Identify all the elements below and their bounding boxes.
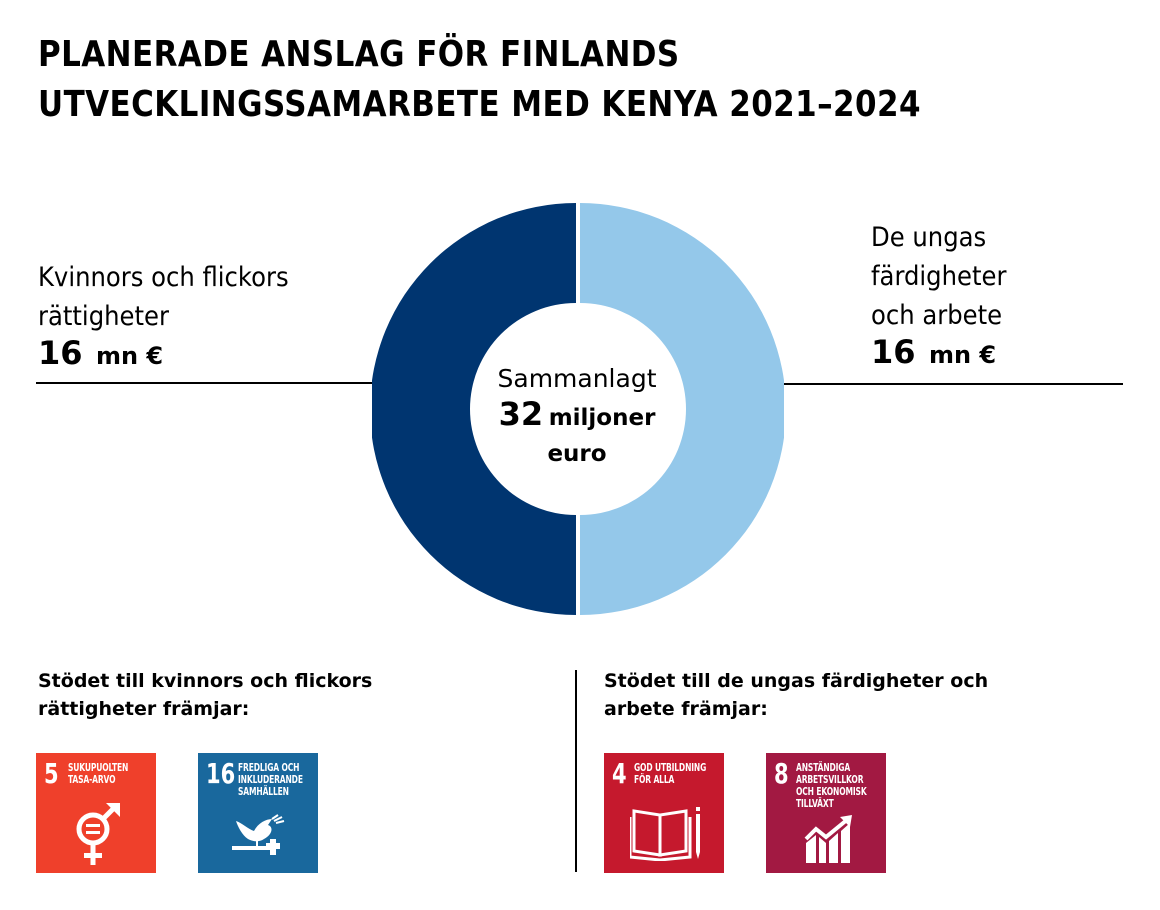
segment-label-youth-skills: De ungas färdigheter och arbete 16 mn € [871,218,1131,375]
segment-amount-unit: mn € [928,341,997,369]
sdg-text: GOD UTBILDNING FÖR ALLA [634,762,707,786]
segment-amount-number: 16 [38,334,83,372]
donut-segment-youth-skills [580,203,784,615]
gender-equality-icon [76,803,120,865]
leader-line-right [752,383,1123,385]
segment-amount-number: 16 [871,333,916,371]
support-heading-youth-skills: Stödet till de ungas färdigheter och arb… [604,667,1084,723]
support-heading-womens-rights: Stödet till kvinnors och flickors rättig… [38,667,518,723]
segment-amount-unit: mn € [95,342,164,370]
center-total: 32 miljoner [472,396,682,438]
sdg-tile-8: 8 ANSTÄNDIGA ARBETSVILLKOR OCH EKONOMISK… [766,753,886,873]
sdg-number: 5 [44,757,59,790]
center-total-number: 32 [498,395,544,433]
segment-category-line: färdigheter [871,261,1007,292]
center-post-text: euro [547,441,607,467]
segment-category-line: Kvinnors och flickors [38,262,289,293]
donut-center-label: Sammanlagt 32 miljoner euro [472,362,682,470]
support-heading-line: arbete främjar: [604,698,768,720]
support-heading-line: Stödet till kvinnors och flickors [38,670,373,692]
segment-category-line: rättigheter [38,301,169,332]
sdg-text: ANSTÄNDIGA ARBETSVILLKOR OCH EKONOMISK T… [796,762,867,810]
sdg-text: SUKUPUOLTEN TASA-ARVO [68,762,129,786]
sdg-number: 8 [774,757,789,790]
title-line-1: PLANERADE ANSLAG FÖR FINLANDS [38,34,680,75]
support-heading-line: rättigheter främjar: [38,698,250,720]
support-heading-line: Stödet till de ungas färdigheter och [604,670,989,692]
sdg-number: 16 [206,757,236,790]
book-pencil-icon [630,807,700,861]
donut-segment-womens-rights [372,203,576,615]
growth-chart-icon [804,815,852,863]
sdg-tile-5: 5 SUKUPUOLTEN TASA-ARVO [36,753,156,873]
leader-line-left [36,382,406,384]
page-title: PLANERADE ANSLAG FÖR FINLANDS UTVECKLING… [38,30,921,130]
segment-category-line: och arbete [871,300,1003,331]
center-pre-text: Sammanlagt [497,364,657,393]
segment-amount: 16 mn € [871,333,1131,375]
sdg-tile-16: 16 FREDLIGA OCH INKLUDERANDE SAMHÄLLEN [198,753,318,873]
donut-chart [372,203,784,615]
center-total-unit: miljoner [548,405,656,431]
title-line-2: UTVECKLINGSSAMARBETE MED KENYA 2021–2024 [38,84,921,125]
sdg-text: FREDLIGA OCH INKLUDERANDE SAMHÄLLEN [238,762,303,798]
sdg-number: 4 [612,757,627,790]
segment-category-line: De ungas [871,222,987,253]
section-divider [575,670,577,872]
dove-gavel-icon [232,814,285,855]
sdg-tile-4: 4 GOD UTBILDNING FÖR ALLA [604,753,724,873]
segment-amount: 16 mn € [38,334,408,376]
segment-label-womens-rights: Kvinnors och flickors rättigheter 16 mn … [38,258,408,376]
